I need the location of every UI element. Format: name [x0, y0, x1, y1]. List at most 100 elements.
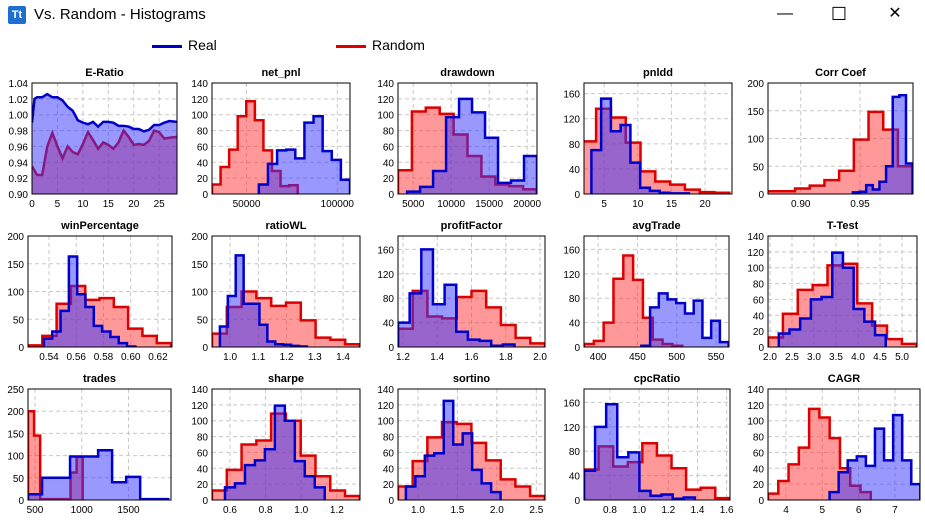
x-tick-label: 10000: [437, 199, 465, 210]
y-tick-label: 0: [574, 496, 580, 507]
title-bar: Tt Vs. Random - Histograms — ☐ ✕: [0, 0, 925, 30]
x-tick-label: 1.0: [632, 505, 646, 516]
y-tick-label: 140: [377, 385, 394, 396]
close-button[interactable]: ✕: [888, 5, 902, 22]
y-tick-label: 0.96: [9, 142, 29, 153]
chart-title: sharpe: [268, 373, 304, 385]
real-series-line: [584, 402, 697, 500]
y-tick-label: 150: [191, 260, 208, 271]
real-series-fill: [778, 252, 886, 347]
x-tick-label: 1.0: [411, 505, 425, 516]
y-tick-label: 80: [197, 433, 209, 444]
y-tick-label: 150: [747, 107, 764, 118]
y-tick-label: 100: [747, 264, 764, 275]
window-title: Vs. Random - Histograms: [34, 6, 206, 23]
x-tick-label: 0: [29, 199, 35, 210]
x-tick-label: 4: [783, 505, 789, 516]
real-series-line: [828, 413, 920, 500]
plot-frame: [767, 235, 918, 348]
x-tick-label: 15: [103, 199, 115, 210]
y-tick-label: 100: [191, 111, 208, 122]
y-tick-label: 120: [191, 401, 208, 412]
y-tick-label: 60: [383, 142, 395, 153]
y-tick-label: 40: [569, 165, 581, 176]
real-series-fill: [852, 95, 913, 194]
y-tick-label: 140: [377, 79, 394, 90]
x-tick-label: 3.0: [807, 352, 821, 363]
x-tick-label: 0.95: [850, 199, 870, 210]
x-tick-label: 0.8: [603, 505, 617, 516]
plot-frame: [583, 235, 730, 348]
y-tick-label: 140: [747, 385, 764, 396]
y-tick-label: 40: [197, 158, 209, 169]
real-series-fill: [584, 404, 695, 500]
real-series-fill: [225, 405, 325, 500]
x-tick-label: 0.56: [66, 352, 86, 363]
x-tick-label: 1.4: [430, 352, 444, 363]
random-series-fill: [212, 101, 298, 194]
real-series-fill: [591, 98, 689, 194]
y-tick-label: 100: [377, 111, 394, 122]
x-tick-label: 5: [820, 505, 826, 516]
chart-winpercentage: winPercentage 0 50 100 150 200 0.54 0.56 0.58 0.6…: [7, 220, 173, 363]
plot-frame: [211, 82, 351, 195]
real-series-line: [28, 449, 170, 500]
y-tick-label: 80: [753, 280, 765, 291]
real-series-line: [218, 254, 309, 347]
y-tick-label: 0.90: [9, 190, 29, 201]
x-tick-label: 1.5: [450, 505, 464, 516]
minimize-button[interactable]: —: [777, 5, 793, 22]
y-tick-label: 100: [747, 135, 764, 146]
y-tick-label: 50: [753, 162, 765, 173]
chart-title: Corr Coef: [815, 67, 866, 79]
x-tick-label: 0.58: [94, 352, 114, 363]
y-tick-label: 160: [377, 245, 394, 256]
real-series-fill: [32, 94, 177, 194]
x-tick-label: 0.54: [39, 352, 59, 363]
random-series-line: [28, 284, 172, 347]
y-tick-label: 0: [202, 343, 208, 354]
y-tick-label: 120: [377, 401, 394, 412]
plot-frame: [767, 388, 921, 501]
x-tick-label: 500: [668, 352, 685, 363]
y-tick-label: 40: [383, 319, 395, 330]
y-tick-label: 120: [747, 248, 764, 259]
y-tick-label: 40: [197, 464, 209, 475]
real-series-fill: [405, 400, 501, 500]
x-tick-label: 2.0: [533, 352, 547, 363]
x-tick-label: 1.4: [691, 505, 705, 516]
chart-ratiowl: ratioWL 0 50 100 150 200 1.0 1.1 1.2 1.3 1.4: [191, 220, 361, 363]
y-tick-label: 140: [747, 232, 764, 243]
chart-profitfactor: profitFactor 0 40 80 120 160 1.2 1.4 1.6 1.8 2.0: [377, 220, 547, 363]
legend-label-random: Random: [372, 37, 425, 53]
chart-title: E-Ratio: [85, 67, 124, 79]
chart-title: ratioWL: [266, 220, 307, 232]
x-tick-label: 15000: [475, 199, 503, 210]
plot-frame: [583, 82, 733, 195]
y-tick-label: 0.94: [9, 158, 29, 169]
chart-cpcratio: cpcRatio 0 40 80 120 160 0.8 1.0 1.2 1.4 1.6: [563, 373, 734, 516]
real-series-line: [590, 97, 691, 194]
maximize-button[interactable]: ☐: [830, 4, 848, 24]
chart-title: winPercentage: [60, 220, 139, 232]
y-tick-label: 20: [753, 480, 765, 491]
real-series-line: [257, 115, 350, 194]
chart-title: net_pnl: [261, 67, 300, 79]
plot-frame: [27, 235, 173, 348]
x-tick-label: 20: [700, 199, 712, 210]
chart-title: T-Test: [827, 220, 859, 232]
real-series-line: [32, 92, 177, 133]
plot-frame: [397, 388, 546, 501]
x-tick-label: 2.0: [490, 505, 504, 516]
y-tick-label: 40: [569, 472, 581, 483]
y-tick-label: 50: [197, 315, 209, 326]
plot-frame: [397, 235, 546, 348]
real-series-line: [223, 404, 326, 500]
y-tick-label: 100: [747, 417, 764, 428]
y-tick-label: 0: [388, 343, 394, 354]
real-series-fill: [829, 415, 920, 500]
y-tick-label: 100: [191, 417, 208, 428]
random-series-fill: [768, 111, 913, 194]
y-tick-label: 20: [197, 480, 209, 491]
y-tick-label: 0: [758, 496, 764, 507]
